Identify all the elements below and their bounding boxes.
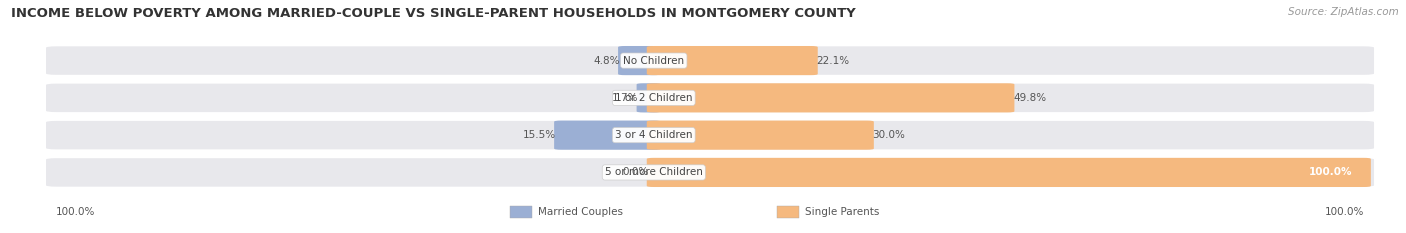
FancyBboxPatch shape — [554, 120, 661, 150]
Text: 100.0%: 100.0% — [1324, 207, 1364, 217]
FancyBboxPatch shape — [45, 120, 1375, 151]
Text: Source: ZipAtlas.com: Source: ZipAtlas.com — [1288, 7, 1399, 17]
Text: 0.0%: 0.0% — [621, 168, 648, 177]
Text: Married Couples: Married Couples — [537, 207, 623, 217]
FancyBboxPatch shape — [510, 206, 533, 219]
FancyBboxPatch shape — [776, 206, 799, 219]
Text: 15.5%: 15.5% — [523, 130, 555, 140]
Text: Single Parents: Single Parents — [806, 207, 879, 217]
FancyBboxPatch shape — [647, 46, 818, 75]
Text: INCOME BELOW POVERTY AMONG MARRIED-COUPLE VS SINGLE-PARENT HOUSEHOLDS IN MONTGOM: INCOME BELOW POVERTY AMONG MARRIED-COUPL… — [11, 7, 856, 20]
FancyBboxPatch shape — [647, 158, 1371, 187]
FancyBboxPatch shape — [45, 45, 1375, 76]
FancyBboxPatch shape — [637, 83, 661, 113]
Text: 49.8%: 49.8% — [1012, 93, 1046, 103]
FancyBboxPatch shape — [647, 83, 1014, 113]
Text: 5 or more Children: 5 or more Children — [605, 168, 703, 177]
Text: 1.7%: 1.7% — [612, 93, 638, 103]
FancyBboxPatch shape — [647, 120, 873, 150]
Text: 4.8%: 4.8% — [593, 56, 620, 65]
Text: 1 or 2 Children: 1 or 2 Children — [614, 93, 693, 103]
Text: 100.0%: 100.0% — [56, 207, 96, 217]
FancyBboxPatch shape — [45, 82, 1375, 113]
Text: No Children: No Children — [623, 56, 685, 65]
FancyBboxPatch shape — [619, 46, 661, 75]
Text: 22.1%: 22.1% — [817, 56, 849, 65]
Text: 30.0%: 30.0% — [873, 130, 905, 140]
Text: 100.0%: 100.0% — [1309, 168, 1353, 177]
Text: 3 or 4 Children: 3 or 4 Children — [614, 130, 693, 140]
FancyBboxPatch shape — [45, 157, 1375, 188]
